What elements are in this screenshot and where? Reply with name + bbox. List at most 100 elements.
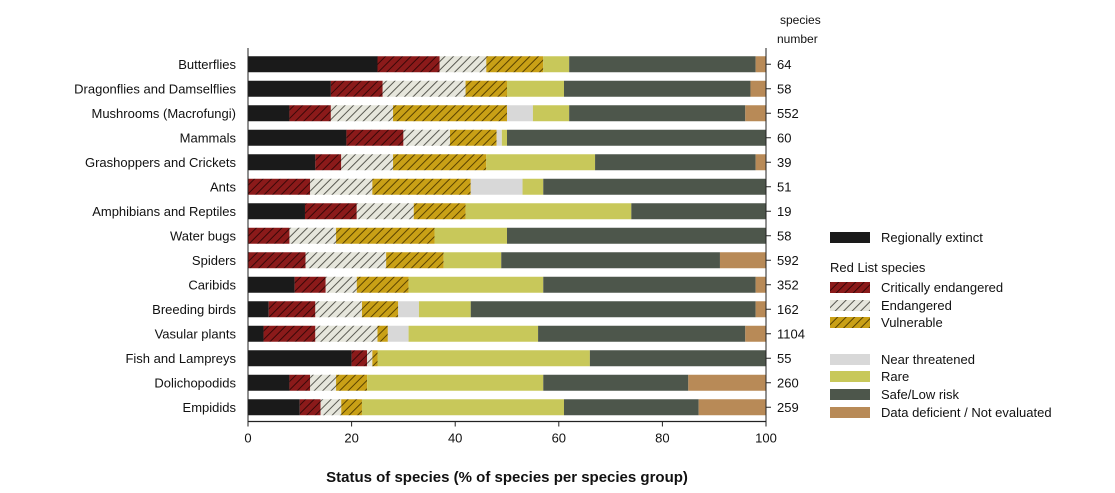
species-number-fish-and-lampreys: 55 [777,351,791,366]
bar-vasular-plants-endangered [315,325,378,342]
bar-empidids-endangered [320,399,342,416]
bar-amphibians-and-reptiles-critically-endangered [304,203,357,220]
legend-swatch-data-deficient-not-evaluated [830,407,870,418]
bar-grashoppers-and-crickets-regionally-extinct [248,154,316,171]
bar-butterflies-critically-endangered [377,56,440,73]
bar-breeding-birds-regionally-extinct [248,301,269,318]
bar-ants-safe-low-risk [543,178,766,195]
bar-mammals-regionally-extinct [248,129,347,146]
bar-vasular-plants-regionally-extinct [248,325,264,342]
legend: Regionally extinct Red List species Critic… [830,230,1052,420]
bar-mammals-rare [501,129,507,146]
bar-breeding-birds-vulnerable [361,301,399,318]
bar-empidids-vulnerable [341,399,362,416]
x-axis-title: Status of species (% of species per spec… [326,469,688,486]
bar-amphibians-and-reptiles-regionally-extinct [248,203,305,220]
bar-fish-and-lampreys-safe-low-risk [589,350,766,367]
bar-empidids-safe-low-risk [563,399,699,416]
bar-caribids-rare [408,276,544,293]
category-label-water-bugs: Water bugs [170,228,236,243]
bar-breeding-birds-rare [418,301,471,318]
bar-dragonflies-and-damselflies-vulnerable [465,80,507,97]
species-number-vasular-plants: 1104 [777,326,805,341]
bar-mushrooms-macrofungi-endangered [330,105,394,122]
bar-water-bugs-safe-low-risk [507,227,766,244]
species-number-header-line1: species [780,13,821,27]
bar-caribids-safe-low-risk [543,276,756,293]
category-label-vasular-plants: Vasular plants [155,326,237,341]
category-label-butterflies: Butterflies [178,57,236,72]
species-number-ants: 51 [777,179,791,194]
bar-dolichopodids-safe-low-risk [543,374,689,391]
bar-mushrooms-macrofungi-regionally-extinct [248,105,290,122]
x-axis: 0 20 40 60 80 100 [244,48,777,446]
bar-fish-and-lampreys-rare [377,350,590,367]
bar-amphibians-and-reptiles-safe-low-risk [631,203,766,220]
category-label-breeding-birds: Breeding birds [152,302,236,317]
bar-dragonflies-and-damselflies-rare [507,80,564,97]
category-labels: Butterflies Dragonflies and Damselflies Mu… [74,57,236,415]
bar-fish-and-lampreys-vulnerable [372,350,378,367]
bar-caribids-vulnerable [356,276,409,293]
bar-breeding-birds-endangered [315,301,362,318]
category-label-caribids: Caribids [188,277,236,292]
bar-empidids-critically-endangered [299,399,321,416]
bar-dragonflies-and-damselflies-regionally-extinct [248,80,331,97]
x-tick-label-20: 20 [344,431,358,446]
bar-grashoppers-and-crickets-critically-endangered [315,154,342,171]
bar-vasular-plants-safe-low-risk [538,325,746,342]
species-number-amphibians-and-reptiles: 19 [777,204,791,219]
category-label-dragonflies-and-damselflies: Dragonflies and Damselflies [74,81,236,96]
bar-caribids-endangered [325,276,357,293]
bar-spiders-safe-low-risk [501,252,720,269]
species-number-mushrooms-macrofungi: 552 [777,106,799,121]
x-tick-label-60: 60 [552,431,566,446]
bar-fish-and-lampreys-regionally-extinct [248,350,352,367]
category-label-empidids: Empidids [183,400,237,415]
bars-group [248,56,766,416]
bar-amphibians-and-reptiles-endangered [356,203,414,220]
bar-spiders-data-deficient-not-evaluated [719,252,766,269]
species-number-spiders: 592 [777,253,799,268]
x-tick-label-40: 40 [448,431,462,446]
category-label-dolichopodids: Dolichopodids [154,375,236,390]
bar-butterflies-regionally-extinct [248,56,378,73]
category-label-mushrooms-macrofungi: Mushrooms (Macrofungi) [92,106,237,121]
species-number-breeding-birds: 162 [777,302,799,317]
bar-butterflies-rare [543,56,570,73]
bar-amphibians-and-reptiles-vulnerable [413,203,466,220]
bar-empidids-rare [361,399,564,416]
species-number-empidids: 259 [777,400,799,415]
bar-water-bugs-vulnerable [336,227,435,244]
species-number-caribids: 352 [777,277,799,292]
bar-breeding-birds-safe-low-risk [470,301,756,318]
bar-caribids-regionally-extinct [248,276,295,293]
bar-dragonflies-and-damselflies-endangered [382,80,466,97]
category-label-mammals: Mammals [180,130,237,145]
bar-dolichopodids-vulnerable [336,374,368,391]
species-number-grashoppers-and-crickets: 39 [777,155,791,170]
legend-swatch-near-threatened [830,354,870,365]
bar-grashoppers-and-crickets-vulnerable [393,154,487,171]
legend-label-near-threatened: Near threatened [881,352,975,367]
legend-swatch-regionally-extinct [830,232,870,243]
bar-grashoppers-and-crickets-safe-low-risk [595,154,756,171]
bar-spiders-rare [443,252,502,269]
bar-caribids-critically-endangered [294,276,326,293]
legend-label-safe-low-risk: Safe/Low risk [881,387,960,402]
legend-label-vulnerable: Vulnerable [881,315,943,330]
bar-grashoppers-and-crickets-data-deficient-not-evaluated [755,154,766,171]
bar-breeding-birds-near-threatened [398,301,419,318]
bar-mushrooms-macrofungi-rare [532,105,570,122]
bar-butterflies-safe-low-risk [569,56,756,73]
bar-dolichopodids-rare [367,374,544,391]
bar-mushrooms-macrofungi-data-deficient-not-evaluated [745,105,766,122]
bar-vasular-plants-critically-endangered [263,325,316,342]
legend-swatch-rare [830,371,870,382]
bar-mushrooms-macrofungi-safe-low-risk [569,105,746,122]
legend-label-regionally-extinct: Regionally extinct [881,230,983,245]
species-number-water-bugs: 58 [777,228,791,243]
bar-breeding-birds-data-deficient-not-evaluated [755,301,766,318]
